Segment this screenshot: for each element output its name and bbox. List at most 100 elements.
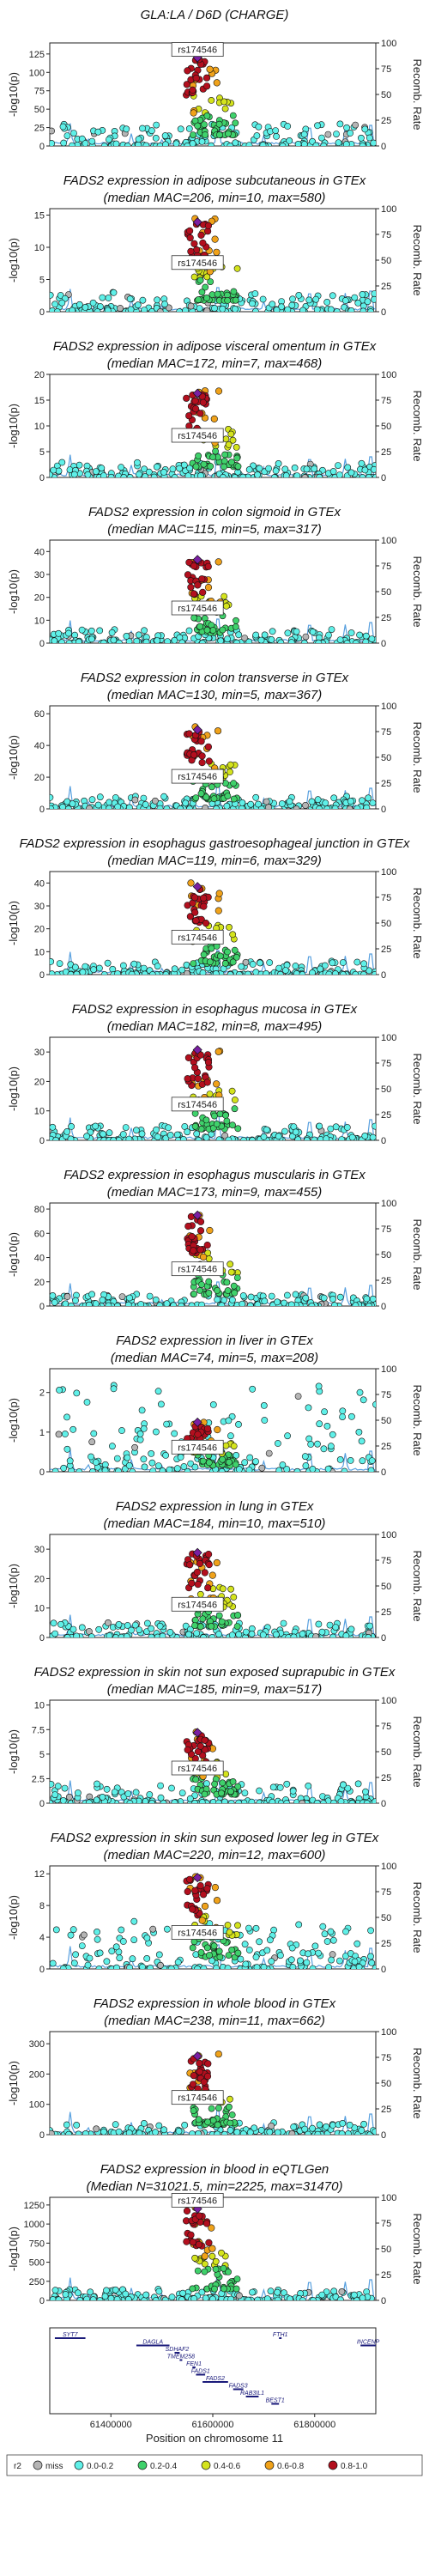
recomb-tick-label: 25	[381, 1939, 391, 1949]
snp-point	[336, 1293, 344, 1301]
snp-point	[192, 74, 200, 82]
snp-point	[227, 1800, 235, 1803]
lead-snp-label: rs174546	[178, 1764, 217, 1774]
snp-point	[63, 1445, 71, 1453]
snp-point	[365, 794, 372, 802]
snp-point	[66, 1457, 74, 1465]
snp-point	[299, 1799, 305, 1803]
snp-point	[215, 131, 223, 138]
snp-point	[202, 131, 208, 138]
recomb-tick-label: 75	[381, 727, 391, 738]
snp-point	[322, 799, 329, 807]
y-tick-label: 30	[34, 570, 45, 580]
snp-point	[249, 961, 257, 968]
snp-point	[261, 631, 269, 639]
snp-point	[69, 800, 76, 807]
snp-point	[163, 1300, 171, 1306]
gene-label: TMEM258	[167, 2354, 195, 2360]
snp-point	[200, 2078, 208, 2086]
snp-point	[200, 951, 208, 958]
y-tick-label: 40	[34, 741, 45, 751]
snp-point	[115, 1467, 122, 1472]
snp-point	[213, 1897, 221, 1905]
snp-point	[67, 970, 75, 975]
snp-point	[106, 799, 113, 806]
snp-point	[200, 902, 208, 910]
snp-point	[78, 626, 86, 634]
snp-point	[260, 1133, 268, 1140]
snp-point	[191, 2254, 198, 2262]
recomb-axis-label: Recomb. Rate	[411, 1384, 424, 1455]
snp-point	[136, 1436, 144, 1443]
snp-point	[154, 963, 161, 970]
snp-point	[168, 1784, 175, 1792]
snp-point	[52, 1137, 59, 1140]
snp-point	[291, 465, 299, 471]
recomb-tick-label: 0	[381, 473, 386, 483]
recomb-tick-label: 50	[381, 256, 391, 266]
recomb-tick-label: 75	[381, 1059, 391, 1069]
snp-point	[214, 2105, 222, 2111]
recomb-tick-label: 0	[381, 1136, 386, 1146]
snp-point	[329, 1633, 337, 1637]
snp-point	[50, 1959, 57, 1967]
snp-point	[142, 2291, 150, 2299]
y-tick-label: 200	[29, 2069, 45, 2080]
snp-point	[323, 1135, 330, 1140]
snp-point	[183, 2207, 191, 2215]
snp-point	[107, 473, 115, 477]
snp-point	[213, 1558, 221, 1567]
y-tick-label: 4	[39, 1933, 45, 1943]
snp-point	[367, 1927, 374, 1935]
snp-point	[342, 1632, 350, 1637]
snp-point	[347, 1413, 355, 1420]
recomb-tick-label: 0	[381, 1633, 386, 1643]
snp-point	[154, 1388, 162, 1395]
recomb-axis-label: Recomb. Rate	[411, 1716, 424, 1787]
snp-point	[73, 970, 81, 975]
panel-title: FADS2 expression in esophagus mucosa in …	[72, 1002, 358, 1017]
snp-point	[207, 463, 214, 470]
legend-swatch	[33, 2460, 43, 2470]
recomb-tick-label: 25	[381, 1773, 391, 1783]
y-axis-label: -log10(p)	[7, 735, 20, 780]
recomb-axis-label: Recomb. Rate	[411, 556, 424, 627]
snp-point	[203, 1944, 211, 1952]
snp-point	[231, 474, 239, 477]
snp-point	[186, 1875, 194, 1883]
panel-subtitle: (median MAC=172, min=7, max=468)	[107, 356, 323, 371]
recomb-tick-label: 50	[381, 1582, 391, 1592]
y-tick-label: 0	[39, 473, 45, 483]
snp-point	[323, 298, 331, 306]
panel-12: FADS2 expression in skin sun exposed low…	[7, 1831, 424, 1975]
snp-point	[209, 627, 217, 634]
snp-point	[139, 1963, 146, 1969]
snp-point	[182, 799, 190, 807]
snp-point	[219, 305, 227, 312]
snp-point	[65, 640, 73, 643]
panel-title: FADS2 expression in esophagus muscularis…	[63, 1168, 366, 1182]
snp-point	[140, 1455, 148, 1463]
snp-point	[178, 1302, 185, 1306]
y-tick-label: 15	[34, 396, 45, 406]
legend-swatch	[264, 2460, 275, 2470]
snp-point	[330, 794, 338, 802]
snp-point	[354, 1780, 362, 1788]
recomb-tick-label: 75	[381, 64, 391, 75]
panel-subtitle: (median MAC=206, min=10, max=580)	[104, 191, 326, 205]
panel-title: FADS2 expression in whole blood in GTEx	[94, 1996, 336, 2011]
snp-point	[155, 1951, 163, 1959]
snp-point	[161, 132, 169, 139]
snp-point	[211, 1780, 218, 1788]
y-tick-label: 20	[34, 1077, 45, 1087]
snp-point	[50, 291, 54, 299]
snp-point	[218, 1789, 225, 1797]
lead-snp-marker	[192, 555, 202, 565]
legend-label: 0.8-1.0	[341, 2462, 368, 2471]
snp-point	[271, 474, 278, 477]
gene-label: FADS1	[191, 2369, 210, 2375]
snp-point	[160, 469, 167, 476]
snp-point	[355, 1429, 363, 1436]
snp-point	[160, 793, 167, 800]
snp-point	[361, 1133, 369, 1139]
